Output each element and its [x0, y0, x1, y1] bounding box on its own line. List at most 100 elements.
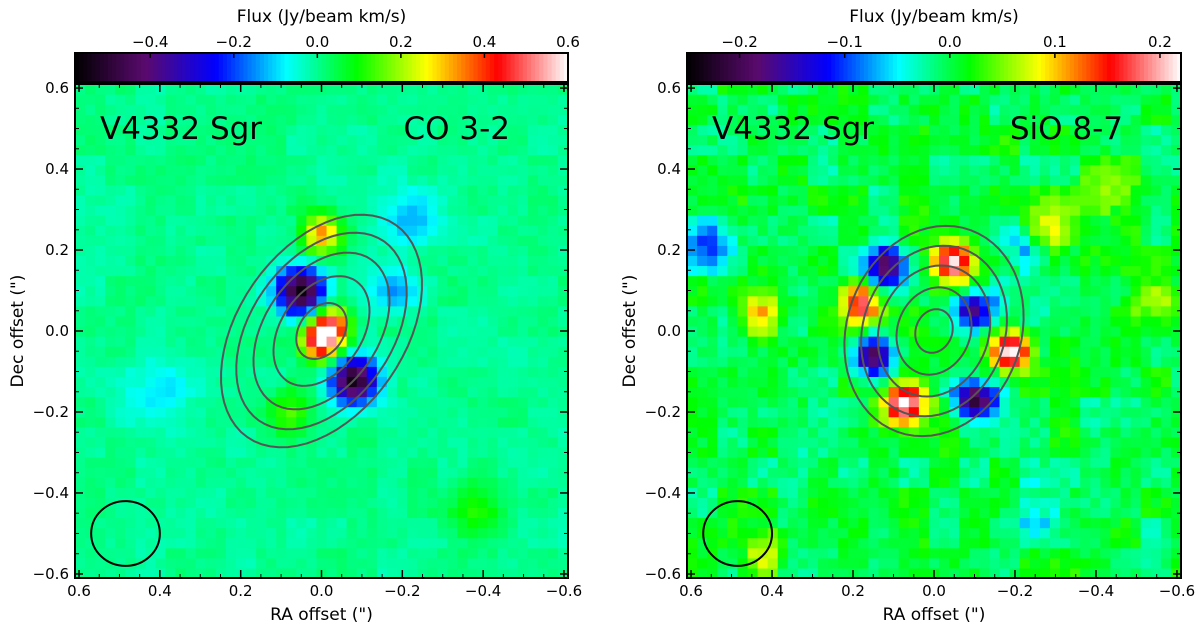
map-pixel [838, 245, 849, 256]
map-pixel [1070, 124, 1081, 136]
map-pixel [717, 376, 728, 388]
map-pixel [517, 527, 529, 539]
map-pixel [266, 295, 277, 307]
map-pixel [1120, 386, 1132, 398]
map-pixel [427, 446, 438, 458]
map-pixel [547, 255, 559, 267]
map-pixel [1110, 527, 1122, 539]
map-pixel [85, 315, 96, 327]
map-pixel [306, 104, 318, 115]
map-pixel [838, 225, 849, 236]
map-pixel [878, 366, 890, 377]
map-pixel [396, 255, 408, 267]
map-pixel [1090, 487, 1101, 498]
map-pixel [1100, 457, 1112, 468]
map-pixel [85, 467, 96, 478]
map-pixel [737, 225, 749, 236]
map-pixel [336, 215, 348, 226]
map-pixel [115, 426, 126, 438]
map-pixel [999, 275, 1011, 287]
map-pixel [396, 446, 408, 458]
map-pixel [1039, 467, 1051, 478]
map-pixel [165, 164, 177, 176]
map-pixel [858, 487, 870, 498]
map-pixel [407, 315, 418, 327]
map-pixel [1070, 527, 1081, 539]
map-pixel [437, 275, 448, 287]
map-pixel [175, 497, 187, 509]
map-pixel [1110, 386, 1122, 398]
map-pixel [1049, 467, 1061, 478]
map-pixel [949, 215, 960, 226]
map-pixel [999, 225, 1011, 236]
map-pixel [949, 477, 960, 488]
map-pixel [717, 547, 728, 559]
map-pixel [457, 416, 468, 428]
map-pixel [145, 386, 157, 398]
map-pixel [346, 457, 358, 468]
map-pixel [115, 124, 126, 136]
map-pixel [256, 547, 267, 559]
map-pixel [1140, 174, 1152, 186]
map-pixel [898, 487, 910, 498]
map-pixel [888, 386, 900, 398]
colorbar-segment [243, 53, 249, 82]
map-pixel [878, 245, 890, 256]
map-pixel [767, 457, 779, 468]
map-pixel [969, 487, 980, 498]
map-pixel [1009, 507, 1021, 519]
map-pixel [135, 325, 147, 337]
map-pixel [1150, 497, 1162, 509]
map-pixel [918, 235, 930, 246]
map-pixel [437, 305, 448, 317]
map-pixel [346, 164, 358, 176]
map-pixel [757, 457, 769, 468]
map-pixel [687, 285, 698, 297]
map-pixel [125, 94, 136, 105]
map-pixel [286, 124, 297, 136]
map-pixel [195, 557, 207, 569]
map-pixel [286, 84, 297, 95]
map-pixel [1120, 356, 1132, 367]
map-pixel [125, 194, 136, 206]
map-pixel [366, 325, 378, 337]
map-pixel [507, 527, 519, 539]
map-pixel [235, 507, 247, 519]
map-pixel [969, 356, 980, 367]
map-pixel [1090, 305, 1101, 317]
map-pixel [999, 406, 1011, 418]
map-pixel [838, 346, 849, 357]
map-pixel [989, 467, 1001, 478]
map-pixel [447, 174, 458, 186]
map-pixel [467, 114, 479, 125]
map-pixel [787, 477, 799, 488]
map-pixel [858, 396, 870, 408]
map-pixel [898, 517, 910, 529]
map-pixel [165, 305, 177, 317]
map-pixel [1130, 114, 1142, 125]
map-pixel [165, 477, 177, 488]
map-pixel [1090, 406, 1101, 418]
map-pixel [868, 174, 880, 186]
map-pixel [165, 114, 177, 125]
map-pixel [939, 547, 950, 559]
map-pixel [818, 376, 829, 388]
map-pixel [828, 386, 839, 398]
map-pixel [195, 497, 207, 509]
map-pixel [767, 376, 779, 388]
map-pixel [537, 194, 549, 206]
map-pixel [828, 406, 839, 418]
map-pixel [547, 487, 559, 498]
map-pixel [959, 507, 970, 519]
map-pixel [989, 547, 1001, 559]
map-pixel [1140, 315, 1152, 327]
map-pixel [898, 154, 910, 166]
map-pixel [878, 225, 890, 236]
map-pixel [316, 366, 328, 377]
map-pixel [1110, 325, 1122, 337]
colorbar-segment [272, 53, 277, 82]
map-pixel [979, 255, 991, 267]
map-pixel [487, 386, 499, 398]
colorbar-tick-label: 0.4 [473, 33, 497, 51]
map-pixel [717, 275, 728, 287]
